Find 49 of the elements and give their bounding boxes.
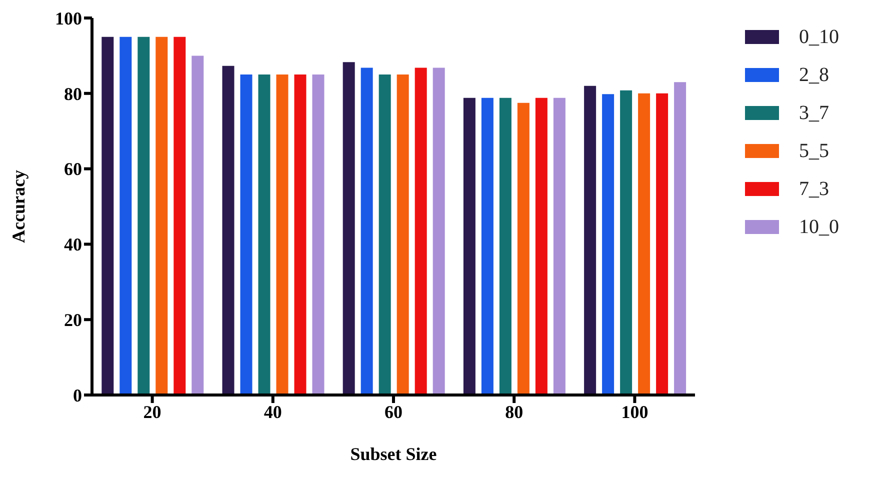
bar	[240, 74, 252, 395]
bar	[258, 74, 270, 395]
bar	[276, 74, 288, 395]
bar	[312, 74, 324, 395]
bar	[222, 66, 234, 395]
legend-label: 5_5	[799, 140, 829, 162]
bar	[102, 36, 114, 395]
y-tick-label: 0	[73, 385, 82, 406]
bar	[602, 94, 614, 395]
x-tick-label: 60	[384, 402, 402, 422]
bar	[535, 98, 548, 395]
bar	[620, 90, 632, 395]
y-tick-label: 60	[64, 159, 82, 180]
x-tick-label: 40	[264, 402, 282, 422]
legend-label: 3_7	[799, 102, 829, 124]
bar	[463, 98, 476, 395]
legend-label: 2_8	[799, 64, 829, 86]
y-tick-label: 100	[55, 8, 82, 28]
bar	[138, 36, 150, 395]
bar	[499, 98, 512, 395]
y-tick-label: 20	[64, 310, 82, 330]
bar	[638, 93, 650, 395]
bar	[120, 36, 132, 395]
bar	[584, 86, 596, 395]
bar	[656, 93, 668, 395]
x-tick-label: 20	[143, 402, 162, 422]
bar	[156, 36, 168, 395]
bar	[481, 98, 494, 395]
bar	[553, 98, 566, 395]
x-axis-title: Subset Size	[350, 444, 437, 464]
bar	[432, 68, 445, 395]
y-axis-title: Accuracy	[8, 170, 28, 243]
y-tick-label: 80	[64, 84, 82, 104]
bar	[414, 68, 427, 395]
legend-label: 7_3	[799, 178, 829, 200]
bar	[294, 74, 306, 395]
bar	[192, 56, 204, 395]
x-tick-label: 80	[505, 402, 524, 422]
legend-label: 0_10	[799, 26, 839, 48]
bar	[342, 62, 355, 395]
bar	[396, 74, 409, 395]
bar	[174, 36, 186, 395]
bar	[360, 68, 373, 395]
y-tick-label: 40	[64, 234, 82, 255]
bar	[674, 82, 686, 395]
bar	[378, 74, 391, 395]
legend-label: 10_0	[799, 216, 839, 238]
bar	[517, 102, 530, 395]
x-tick-label: 100	[621, 402, 648, 422]
